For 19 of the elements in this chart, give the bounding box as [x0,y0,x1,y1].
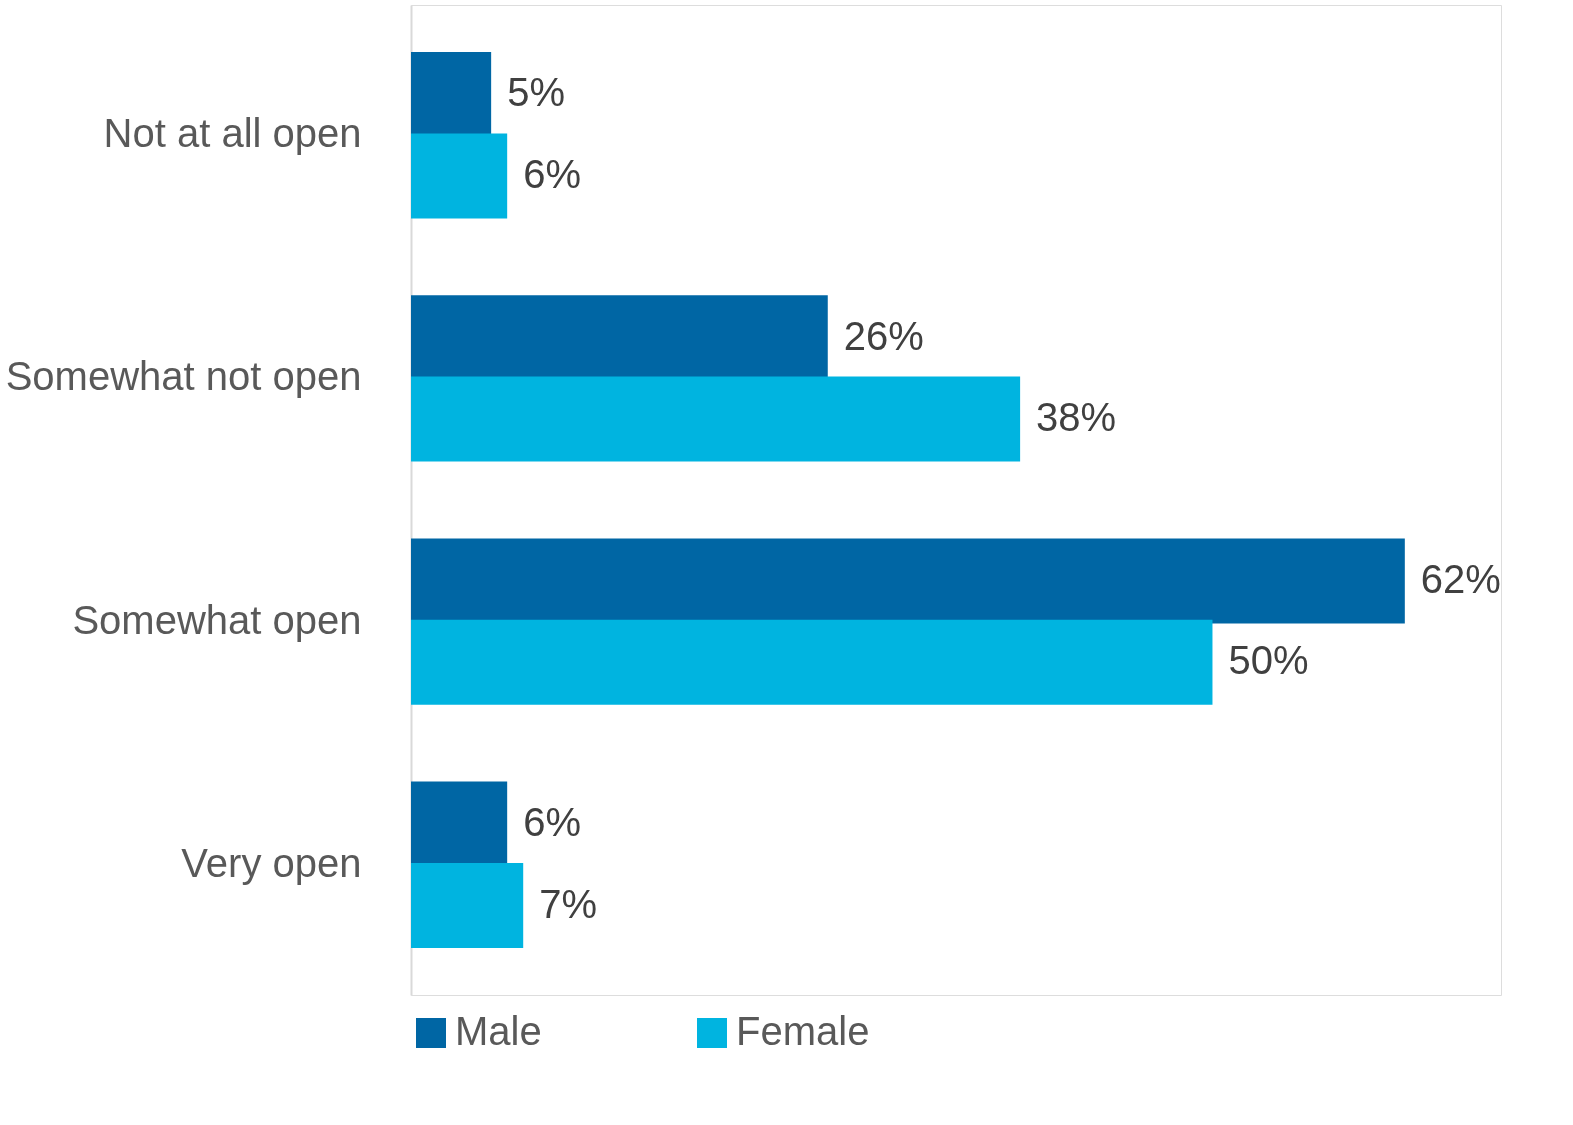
bar [411,619,1213,705]
y-tick-label: Somewhat open [72,597,362,642]
y-tick-label: Not at all open [103,111,362,156]
data-label: 5% [507,70,565,115]
legend-label: Male [455,1009,542,1053]
data-label: 6% [523,800,581,845]
data-label: 50% [1228,638,1309,683]
legend-label: Female [736,1009,870,1053]
bar [411,133,508,219]
bar [411,538,1405,624]
y-tick-label: Very open [181,840,362,885]
data-label: 26% [843,313,924,358]
data-label: 62% [1420,556,1501,601]
bar [411,376,1021,462]
bar [411,863,524,949]
data-label: 6% [523,151,581,196]
data-label: 7% [539,881,598,926]
data-label: 38% [1036,395,1117,440]
y-tick-label: Somewhat not open [5,354,362,399]
